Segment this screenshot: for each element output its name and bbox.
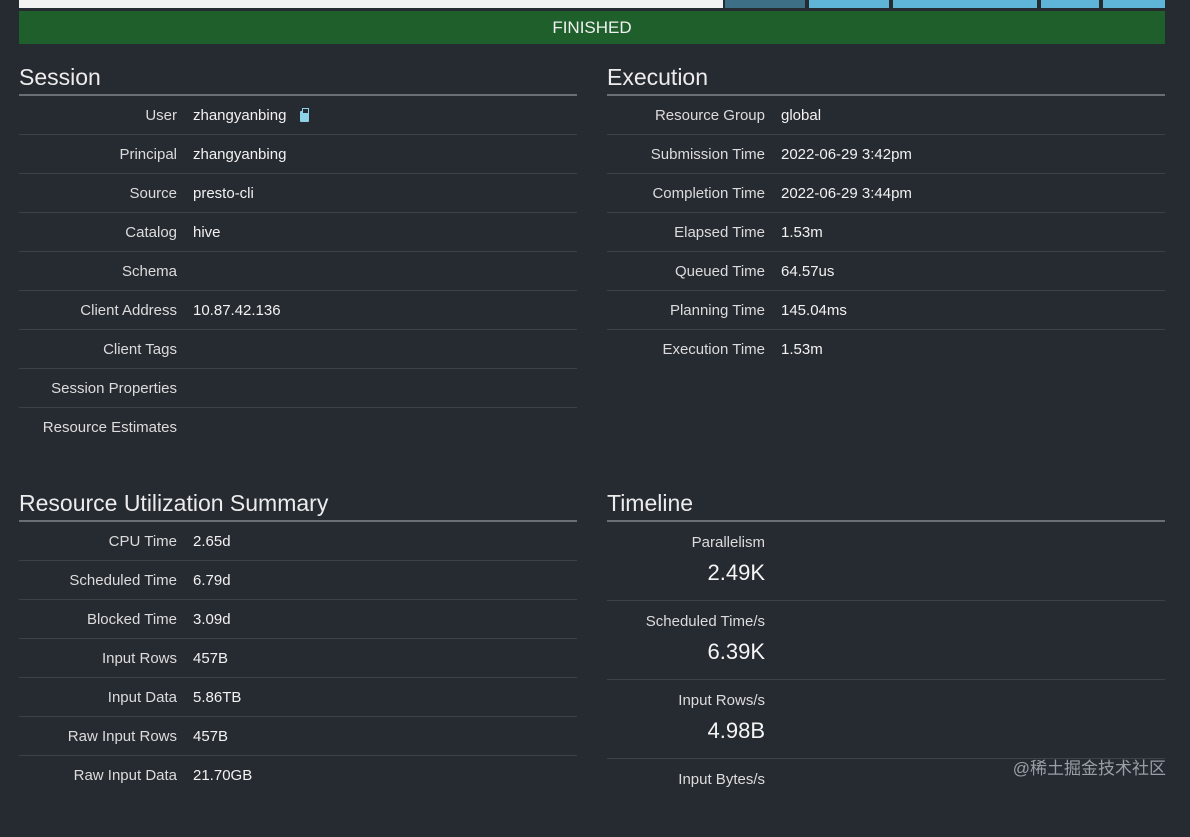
execution-row-completion-time: Completion Time 2022-06-29 3:44pm — [607, 174, 1165, 213]
session-row-session-properties: Session Properties — [19, 369, 577, 408]
progress-bar — [19, 0, 1165, 10]
session-row-user: User zhangyanbing — [19, 96, 577, 135]
resource-utilization-title: Resource Utilization Summary — [19, 486, 577, 522]
resource-row-scheduled-time: Scheduled Time 6.79d — [19, 561, 577, 600]
timeline-section: Timeline Parallelism 2.49K Scheduled Tim… — [607, 486, 1165, 837]
status-text: FINISHED — [552, 17, 632, 37]
execution-row-submission-time: Submission Time 2022-06-29 3:42pm — [607, 135, 1165, 174]
session-title: Session — [19, 60, 577, 96]
session-row-source: Source presto-cli — [19, 174, 577, 213]
session-row-client-tags: Client Tags — [19, 330, 577, 369]
resource-row-blocked-time: Blocked Time 3.09d — [19, 600, 577, 639]
timeline-title: Timeline — [607, 486, 1165, 522]
timeline-parallelism: Parallelism 2.49K — [607, 522, 1165, 601]
session-row-client-address: Client Address 10.87.42.136 — [19, 291, 577, 330]
execution-title: Execution — [607, 60, 1165, 96]
session-section: Session User zhangyanbing Principal zhan… — [19, 60, 577, 446]
resource-row-raw-input-rows: Raw Input Rows 457B — [19, 717, 577, 756]
clipboard-icon[interactable] — [298, 108, 310, 122]
session-row-schema: Schema — [19, 252, 577, 291]
timeline-input-bytes: Input Bytes/s — [678, 771, 765, 788]
session-row-principal: Principal zhangyanbing — [19, 135, 577, 174]
resource-row-cpu-time: CPU Time 2.65d — [19, 522, 577, 561]
status-banner: FINISHED — [19, 11, 1165, 44]
timeline-input-rows: Input Rows/s 4.98B — [607, 680, 1165, 759]
session-row-catalog: Catalog hive — [19, 213, 577, 252]
execution-section: Execution Resource Group global Submissi… — [607, 60, 1165, 368]
watermark: @稀土掘金技术社区 — [1012, 759, 1166, 778]
resource-row-input-data: Input Data 5.86TB — [19, 678, 577, 717]
execution-row-planning-time: Planning Time 145.04ms — [607, 291, 1165, 330]
execution-row-resource-group: Resource Group global — [607, 96, 1165, 135]
session-row-resource-estimates: Resource Estimates — [42, 418, 177, 436]
execution-row-queued-time: Queued Time 64.57us — [607, 252, 1165, 291]
resource-row-input-rows: Input Rows 457B — [19, 639, 577, 678]
resource-utilization-section: Resource Utilization Summary CPU Time 2.… — [19, 486, 577, 794]
execution-row-elapsed-time: Elapsed Time 1.53m — [607, 213, 1165, 252]
resource-row-raw-input-data: Raw Input Data 21.70GB — [73, 766, 253, 784]
timeline-scheduled-time: Scheduled Time/s 6.39K — [607, 601, 1165, 680]
execution-row-execution-time: Execution Time 1.53m — [662, 340, 823, 358]
